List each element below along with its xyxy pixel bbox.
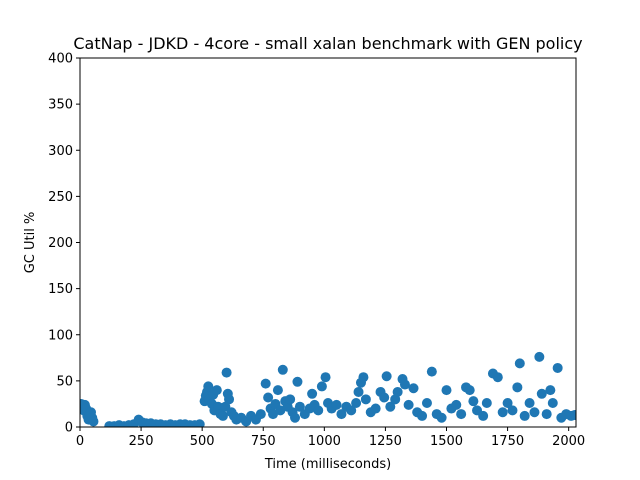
data-point [370,403,381,414]
data-point [346,405,357,416]
data-point [502,398,513,409]
data-point [492,372,503,383]
data-point [316,381,327,392]
x-tick-label: 1000 [308,434,341,449]
data-point [290,412,301,423]
data-point [392,386,403,397]
data-point [403,399,414,410]
data-point [277,364,288,375]
data-point [547,398,558,409]
data-point [307,388,318,399]
data-point [536,388,547,399]
x-tick-label: 500 [190,434,215,449]
data-point [385,401,396,412]
data-point [320,372,331,383]
data-point [381,371,392,382]
data-point [456,409,467,420]
data-point [552,362,563,373]
data-point [353,386,364,397]
y-tick-label: 250 [48,190,73,205]
y-tick-label: 200 [48,236,73,251]
data-point [534,351,545,362]
data-point [292,376,303,387]
data-point [451,399,462,410]
x-axis-label: Time (milliseconds) [264,457,391,472]
data-point [468,396,479,407]
data-point [255,409,266,420]
data-point [478,410,489,421]
y-axis: 0 50 100 150 200 250 300 350 400 [48,52,80,436]
data-point [263,392,274,403]
data-point [569,410,576,421]
data-point [285,394,296,405]
y-tick-label: 50 [56,374,73,389]
data-point [294,401,305,412]
x-tick-label: 2000 [552,434,585,449]
data-point [441,385,452,396]
plot-frame [79,57,577,428]
data-point [88,416,99,427]
x-tick-label: 750 [251,434,276,449]
chart-title: CatNap - JDKD - 4core - small xalan benc… [73,34,582,53]
data-point [331,399,342,410]
data-point [529,407,540,418]
data-point [399,379,410,390]
y-tick-label: 350 [48,98,73,113]
y-tick-label: 300 [48,144,73,159]
y-tick-label: 400 [48,52,73,67]
data-point [351,398,362,409]
data-point [514,358,525,369]
data-point [408,383,419,394]
data-point [417,410,428,421]
data-point [313,405,324,416]
data-point [545,385,556,396]
y-tick-label: 100 [48,328,73,343]
data-point [426,366,437,377]
data-point [379,392,390,403]
x-axis: 0 250 500 750 1000 1250 1500 1750 2000 [76,427,585,449]
x-tick-label: 250 [129,434,154,449]
data-point [221,367,232,378]
x-tick-label: 0 [76,434,84,449]
data-point [519,410,530,421]
data-point [203,381,214,392]
y-axis-label: GC Util % [23,212,38,274]
data-point [481,398,492,409]
x-tick-label: 1500 [430,434,463,449]
data-point [512,382,523,393]
data-point [436,412,447,423]
y-tick-label: 0 [65,421,73,436]
data-point [217,410,228,421]
data-point [507,405,518,416]
data-point [541,409,552,420]
data-point [497,407,508,418]
data-point [194,419,205,427]
data-point [524,398,535,409]
x-tick-label: 1750 [491,434,524,449]
data-point [358,372,369,383]
y-tick-label: 150 [48,282,73,297]
x-tick-label: 1250 [369,434,402,449]
data-point [360,394,371,405]
data-point [421,398,432,409]
data-point [224,394,235,405]
data-point [336,409,347,420]
data-point [211,385,222,396]
data-point [272,385,283,396]
data-point [464,385,475,396]
data-point [260,378,271,389]
